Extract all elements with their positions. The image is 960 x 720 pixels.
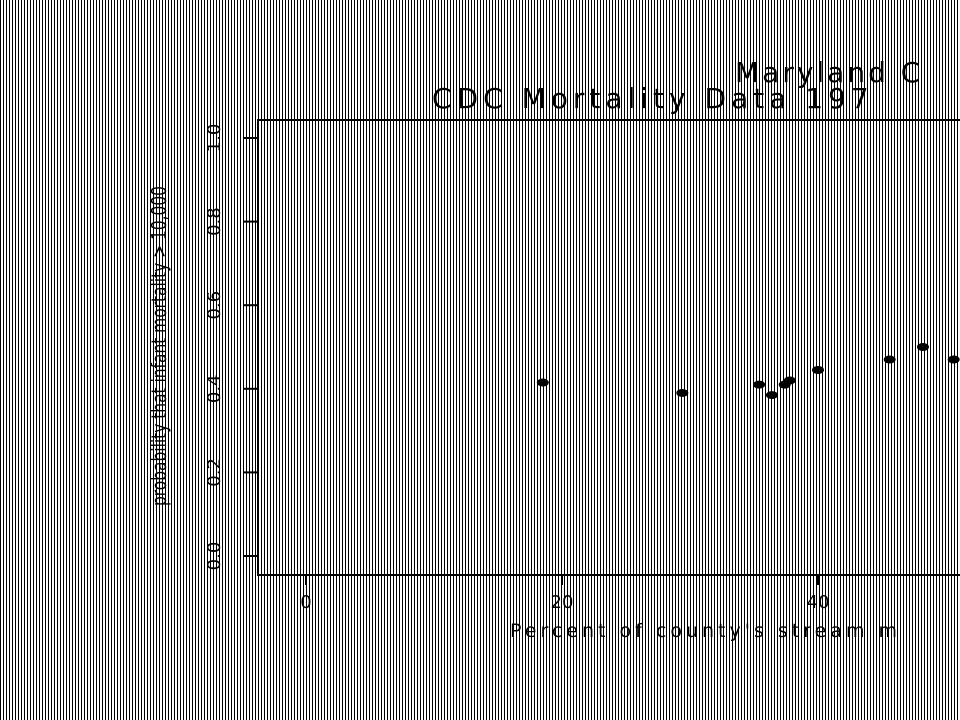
chart-titles: Maryland C CDC Mortality Data 197 bbox=[432, 56, 923, 115]
x-tick-label: 20 bbox=[551, 592, 574, 613]
y-tick-label: 0.4 bbox=[204, 374, 225, 403]
x-tick-label: 0 bbox=[300, 592, 311, 613]
data-point bbox=[676, 388, 689, 397]
data-point bbox=[916, 343, 929, 351]
data-point bbox=[536, 378, 549, 387]
data-point bbox=[753, 380, 766, 389]
x-axis-ticks: 0 20 40 bbox=[300, 575, 829, 613]
data-point bbox=[765, 391, 778, 400]
y-tick-label: 0.0 bbox=[204, 542, 225, 571]
y-axis-label: probability that infant mortality > 10,0… bbox=[147, 186, 171, 506]
chart-title: Maryland C bbox=[735, 56, 923, 89]
x-axis-label: Percent of county's stream m bbox=[510, 620, 901, 642]
y-tick-label: 0.2 bbox=[204, 458, 225, 487]
data-point bbox=[947, 355, 960, 364]
chart-subtitle: CDC Mortality Data 197 bbox=[432, 82, 874, 115]
data-point bbox=[883, 355, 896, 364]
y-axis-ticks: 0.0 0.2 0.4 0.6 0.8 1.0 bbox=[204, 124, 258, 571]
plot-area bbox=[257, 119, 960, 576]
data-point bbox=[812, 365, 824, 374]
y-tick-label: 0.8 bbox=[204, 207, 225, 236]
y-tick-label: 1.0 bbox=[204, 124, 225, 153]
data-points bbox=[536, 343, 960, 400]
data-point bbox=[783, 376, 796, 385]
y-tick-label: 0.6 bbox=[204, 291, 225, 320]
x-tick-label: 40 bbox=[807, 592, 830, 613]
